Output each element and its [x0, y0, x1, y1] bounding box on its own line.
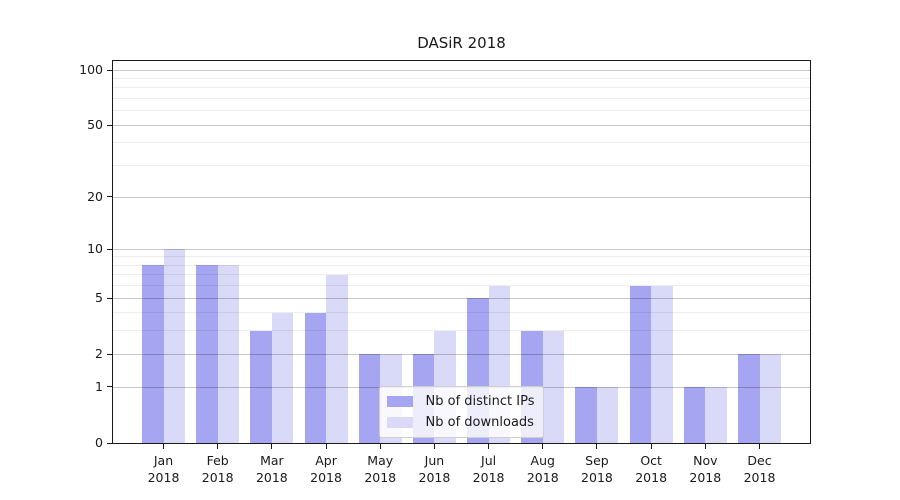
x-tick-mark-nov [704, 444, 706, 449]
y-tick-label-0: 0 [95, 435, 103, 450]
bar-nov-distinct-ips [683, 387, 706, 443]
legend: Nb of distinct IPs Nb of downloads [378, 386, 545, 438]
x-tick-label-jul: Jul 2018 [472, 453, 505, 485]
legend-label-downloads: Nb of downloads [425, 415, 534, 430]
x-tick-mark-oct [650, 444, 652, 449]
bar-dec-distinct-ips [738, 354, 760, 443]
bar-dec-downloads [759, 354, 781, 443]
x-tick-mark-apr [325, 444, 327, 449]
x-tick-mark-jul [488, 444, 490, 449]
x-tick-label-jan: Jan 2018 [147, 453, 180, 485]
bar-feb-downloads [217, 265, 240, 443]
chart-title: DASiR 2018 [417, 34, 506, 52]
legend-swatch-downloads [386, 417, 413, 428]
y-tick-mark-1 [107, 386, 112, 388]
bar-jan-downloads [163, 249, 185, 443]
bar-nov-downloads [705, 387, 727, 443]
bar-oct-distinct-ips [629, 285, 652, 443]
x-tick-label-oct: Oct 2018 [635, 453, 668, 485]
legend-swatch-distinct-ips [386, 396, 413, 407]
bar-aug-downloads [542, 330, 565, 443]
bar-apr-distinct-ips [304, 312, 327, 443]
x-tick-label-nov: Nov 2018 [689, 453, 722, 485]
x-tick-mark-aug [542, 444, 544, 449]
x-tick-mark-mar [271, 444, 273, 449]
y-tick-label-1: 1 [95, 378, 103, 394]
y-tick-label-100: 100 [79, 62, 103, 78]
x-tick-mark-may [379, 444, 381, 449]
x-tick-label-dec: Dec 2018 [743, 453, 776, 485]
bar-may-distinct-ips [358, 354, 381, 443]
bar-feb-distinct-ips [196, 265, 218, 443]
bar-sep-distinct-ips [575, 387, 597, 443]
x-tick-mark-jan [163, 444, 164, 449]
x-tick-mark-dec [759, 444, 760, 449]
y-tick-mark-2 [107, 353, 112, 355]
y-tick-mark-0 [107, 442, 112, 444]
x-tick-label-aug: Aug 2018 [526, 453, 559, 485]
bar-mar-distinct-ips [250, 330, 272, 443]
x-tick-label-apr: Apr 2018 [310, 453, 342, 485]
bar-jan-distinct-ips [142, 265, 164, 443]
x-tick-label-mar: Mar 2018 [255, 453, 288, 485]
y-tick-label-2: 2 [95, 346, 103, 362]
y-tick-mark-10 [107, 248, 112, 250]
bar-apr-downloads [326, 274, 348, 443]
y-tick-mark-100 [107, 69, 112, 71]
y-tick-label-20: 20 [87, 188, 103, 204]
x-tick-label-sep: Sep 2018 [581, 453, 613, 485]
y-tick-mark-5 [107, 297, 112, 299]
bar-sep-downloads [596, 387, 619, 443]
legend-entry-downloads: Nb of downloads [386, 412, 535, 433]
plot-area: Nb of distinct IPs Nb of downloads [112, 60, 811, 444]
bar-oct-downloads [651, 285, 673, 443]
y-tick-mark-50 [107, 124, 112, 126]
x-tick-label-feb: Feb 2018 [201, 453, 234, 485]
x-tick-mark-sep [596, 444, 598, 449]
x-tick-mark-jun [433, 444, 435, 449]
y-tick-label-10: 10 [87, 241, 103, 257]
y-tick-label-50: 50 [87, 117, 103, 133]
x-tick-mark-feb [217, 444, 219, 449]
legend-entry-distinct-ips: Nb of distinct IPs [386, 391, 535, 412]
y-tick-label-5: 5 [95, 290, 103, 306]
y-tick-mark-20 [107, 196, 112, 198]
x-tick-label-jun: Jun 2018 [418, 453, 451, 485]
bar-mar-downloads [271, 312, 294, 443]
legend-label-distinct-ips: Nb of distinct IPs [425, 394, 535, 409]
x-tick-label-may: May 2018 [364, 453, 397, 485]
